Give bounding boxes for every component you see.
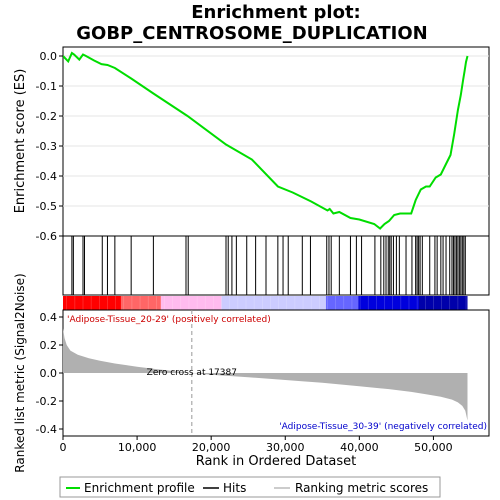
positive-class-label: 'Adipose-Tissue_20-29' (positively corre… bbox=[67, 315, 271, 325]
es-y-tick-label: -0.3 bbox=[36, 140, 57, 153]
gradient-segment bbox=[120, 296, 161, 310]
gradient-segment bbox=[418, 296, 468, 310]
x-tick-label: 30,000 bbox=[266, 441, 305, 454]
es-panel-frame bbox=[62, 46, 490, 237]
es-y-axis-label: Enrichment score (ES) bbox=[13, 69, 28, 214]
x-ticks: 0 10,000 20,000 30,000 40,000 50,000 bbox=[60, 436, 453, 454]
legend-label-hits: Hits bbox=[223, 481, 246, 495]
hit-markers bbox=[71, 236, 466, 295]
legend: Enrichment profile Hits Ranking metric s… bbox=[59, 476, 441, 498]
metric-y-tick-label: 0.0 bbox=[40, 367, 58, 380]
legend-label-enrichment-profile: Enrichment profile bbox=[84, 481, 195, 495]
zero-cross-label: Zero cross at 17387 bbox=[147, 368, 237, 378]
metric-y-tick-label: -0.4 bbox=[36, 423, 57, 436]
metric-y-tick-label: 0.4 bbox=[40, 311, 58, 324]
legend-label-ranking-metric: Ranking metric scores bbox=[295, 481, 428, 495]
es-y-ticks: 0.0 -0.1 -0.2 -0.3 -0.4 -0.5 -0.6 bbox=[36, 50, 63, 243]
gradient-segment bbox=[63, 296, 121, 310]
es-y-tick-label: -0.4 bbox=[36, 170, 57, 183]
gradient-segment bbox=[358, 296, 419, 310]
x-tick-label: 0 bbox=[60, 441, 67, 454]
x-tick-label: 20,000 bbox=[192, 441, 231, 454]
chart-title-line1: Enrichment plot: bbox=[191, 2, 361, 23]
es-y-tick-label: 0.0 bbox=[40, 50, 58, 63]
x-tick-label: 10,000 bbox=[118, 441, 157, 454]
metric-y-ticks: 0.4 0.2 0.0 -0.2 -0.4 bbox=[36, 311, 63, 436]
gradient-segment bbox=[160, 296, 222, 310]
x-tick-label: 40,000 bbox=[340, 441, 379, 454]
legend-frame bbox=[59, 476, 441, 498]
metric-y-tick-label: 0.2 bbox=[40, 339, 58, 352]
es-y-tick-label: -0.1 bbox=[36, 80, 57, 93]
hits-panel-frame bbox=[62, 235, 490, 296]
x-axis-label: Rank in Ordered Dataset bbox=[196, 454, 357, 469]
chart-title-line2: GOBP_CENTROSOME_DUPLICATION bbox=[76, 23, 427, 44]
gradient-segment bbox=[325, 296, 359, 310]
ranking-gradient-bar bbox=[63, 296, 468, 310]
es-y-tick-label: -0.6 bbox=[36, 230, 57, 243]
x-tick-label: 50,000 bbox=[414, 441, 453, 454]
gradient-segment bbox=[221, 296, 326, 310]
metric-y-tick-label: -0.2 bbox=[36, 395, 57, 408]
ranking-metric-area bbox=[63, 328, 468, 421]
es-y-tick-label: -0.5 bbox=[36, 200, 57, 213]
enrichment-profile-line bbox=[63, 51, 469, 230]
es-y-tick-label: -0.2 bbox=[36, 110, 57, 123]
metric-y-axis-label: Ranked list metric (Signal2Noise) bbox=[13, 273, 27, 472]
negative-class-label: 'Adipose-Tissue_30-39' (negatively corre… bbox=[279, 422, 487, 432]
